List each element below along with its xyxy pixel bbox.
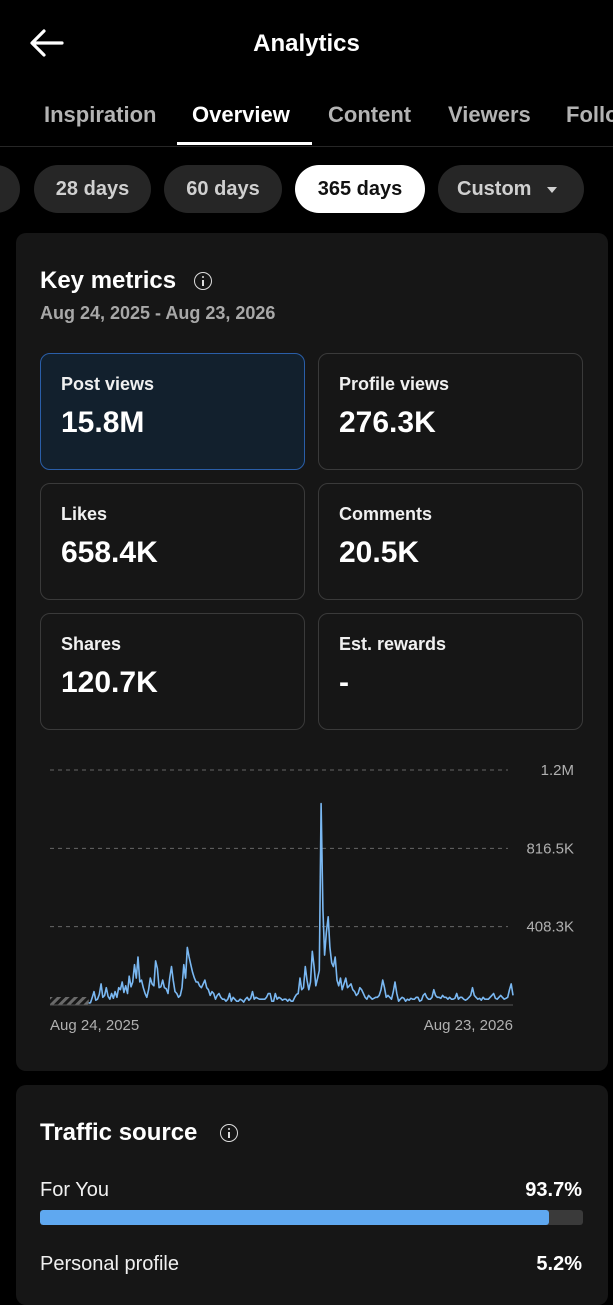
no-data-region (50, 997, 89, 1005)
metric-card-profile-views[interactable]: Profile views 276.3K (318, 353, 583, 470)
traffic-source-title: Traffic source (40, 1119, 198, 1146)
date-range-selector: 28 days 60 days 365 days Custom (0, 165, 613, 213)
metric-label: Profile views (339, 374, 450, 394)
range-custom-label: Custom (457, 178, 532, 200)
info-icon[interactable] (194, 272, 212, 290)
tab-overview[interactable]: Overview (192, 102, 290, 127)
traffic-bar-fill (40, 1210, 549, 1225)
range-custom[interactable]: Custom (438, 165, 584, 213)
traffic-row-label: Personal profile (40, 1253, 179, 1275)
key-metrics-title: Key metrics (40, 267, 177, 294)
key-metrics-date-range: Aug 24, 2025 - Aug 23, 2026 (40, 303, 276, 323)
traffic-row-value: 93.7% (525, 1179, 582, 1201)
metric-card-post-views[interactable]: Post views 15.8M (40, 353, 305, 470)
metric-card-est-rewards[interactable]: Est. rewards - (318, 613, 583, 730)
metric-value: 20.5K (339, 536, 420, 569)
y-tick-label: 816.5K (526, 840, 574, 857)
chart-gridlines (50, 769, 508, 928)
traffic-bar-track (40, 1210, 583, 1225)
metric-card-shares[interactable]: Shares 120.7K (40, 613, 305, 730)
page-title: Analytics (253, 30, 360, 57)
series-line-post-views (88, 802, 514, 1004)
back-arrow-icon[interactable] (28, 26, 66, 60)
metric-value: 658.4K (61, 536, 158, 569)
tab-followers[interactable]: Follo (566, 102, 613, 127)
tab-bar: Inspiration Overview Content Viewers Fol… (0, 96, 613, 147)
range-chip-partial[interactable] (0, 165, 20, 213)
traffic-source-card: Traffic source For You 93.7% Personal pr… (16, 1085, 608, 1305)
chart-svg: 1.2M 816.5K 408.3K Aug 24, 2025 Aug 23, 2026 (50, 762, 574, 1034)
metric-card-likes[interactable]: Likes 658.4K (40, 483, 305, 600)
traffic-row-value: 5.2% (536, 1253, 582, 1275)
caret-down-icon (547, 186, 558, 193)
metric-value: 15.8M (61, 406, 145, 439)
range-28-days[interactable]: 28 days (34, 165, 151, 213)
metric-value: - (339, 666, 349, 699)
metric-label: Shares (61, 634, 122, 654)
app-header: Analytics (0, 0, 613, 88)
key-metrics-card: Key metrics Aug 24, 2025 - Aug 23, 2026 … (16, 233, 608, 1071)
metric-label: Est. rewards (339, 634, 447, 654)
tab-content[interactable]: Content (328, 102, 412, 127)
range-60-days[interactable]: 60 days (164, 165, 282, 213)
metric-value: 276.3K (339, 406, 436, 439)
chart-tick-labels: 1.2M 816.5K 408.3K Aug 24, 2025 Aug 23, 2026 (50, 762, 574, 1034)
metric-label: Likes (61, 504, 108, 524)
info-icon[interactable] (220, 1124, 238, 1142)
x-tick-label: Aug 24, 2025 (50, 1017, 139, 1034)
y-tick-label: 1.2M (541, 762, 574, 779)
range-365-days[interactable]: 365 days (295, 165, 425, 213)
tab-inspiration[interactable]: Inspiration (44, 102, 157, 127)
metric-value: 120.7K (61, 666, 158, 699)
x-tick-label: Aug 23, 2026 (424, 1017, 513, 1034)
active-tab-indicator (177, 142, 312, 145)
y-tick-label: 408.3K (526, 919, 574, 936)
metric-label: Post views (61, 374, 155, 394)
traffic-row-label: For You (40, 1179, 109, 1201)
post-views-chart[interactable]: 1.2M 816.5K 408.3K Aug 24, 2025 Aug 23, 2026 (16, 758, 608, 1048)
metric-label: Comments (339, 504, 433, 524)
metric-card-comments[interactable]: Comments 20.5K (318, 483, 583, 600)
tab-viewers[interactable]: Viewers (448, 102, 531, 127)
